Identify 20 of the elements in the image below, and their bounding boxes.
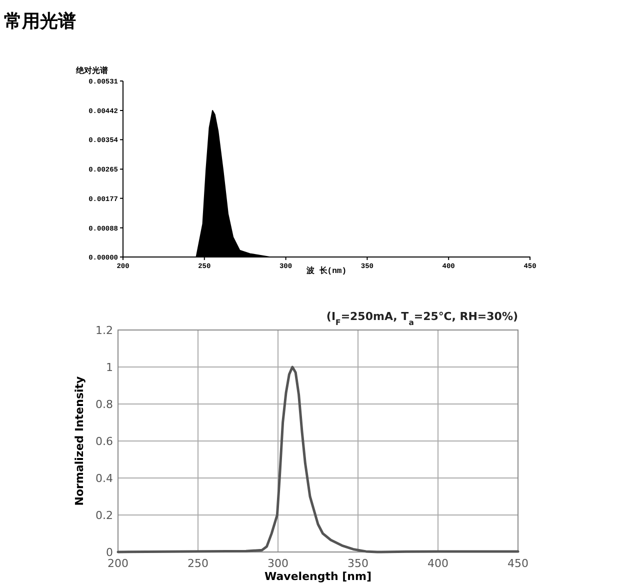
y-axis-title: 绝对光谱 [75, 66, 108, 75]
y-tick-label: 0.8 [96, 398, 113, 411]
x-tick-label: 400 [428, 557, 448, 570]
y-axis-title: Normalized Intensity [73, 376, 86, 506]
x-tick-label: 450 [508, 557, 528, 570]
y-tick-label: 1.2 [96, 324, 113, 337]
chart-title: 常用光谱 [4, 11, 76, 32]
x-tick-label: 200 [108, 557, 128, 570]
x-tick-label: 350 [348, 557, 368, 570]
y-tick-label: 0.4 [96, 472, 113, 485]
y-tick-label: 0.6 [96, 434, 113, 448]
x-tick-label: 300 [268, 557, 288, 570]
x-axis-title: Wavelength [nm] [264, 570, 372, 583]
x-axis-title: 波 长(nm) [305, 266, 347, 276]
y-tick-label: 0 [106, 546, 113, 559]
text: (I$_{F}$=250mA, T$_{a}$=25℃, RH=30%) [326, 310, 518, 326]
x-tick-label: 250 [188, 557, 208, 570]
line-series [116, 366, 520, 554]
y-tick-label: 0.2 [96, 508, 113, 522]
y-tick-label: 1 [106, 360, 113, 374]
